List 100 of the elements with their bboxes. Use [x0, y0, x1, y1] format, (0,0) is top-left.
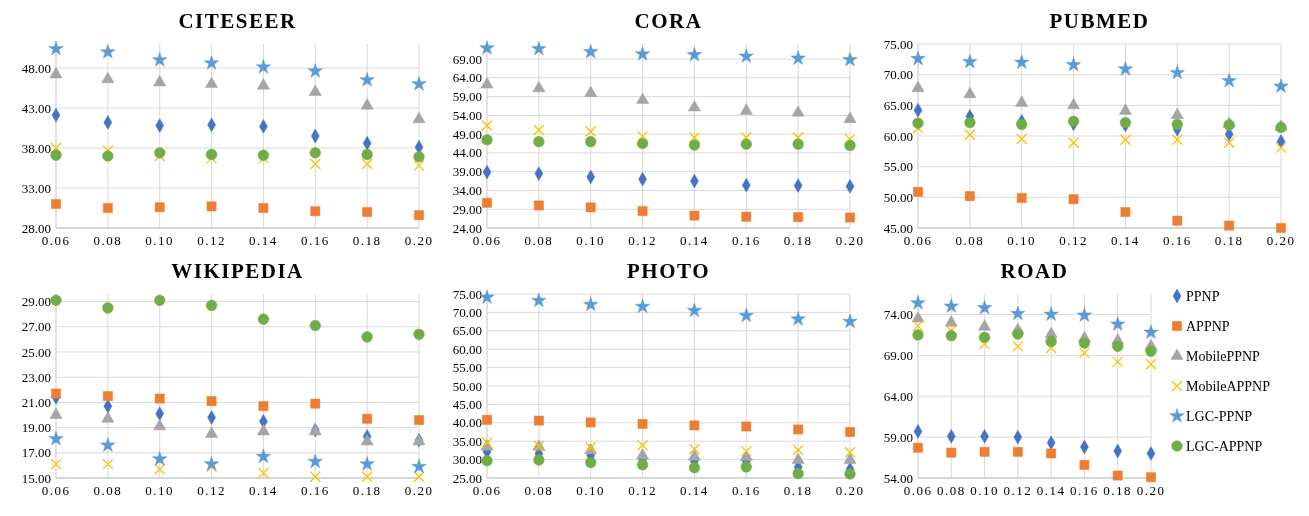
y-tick-label: 54.00 [883, 470, 913, 486]
y-tick-label: 43.00 [21, 100, 51, 116]
y-tick-label: 28.00 [21, 220, 51, 236]
x-tick-label: 0.08 [93, 483, 123, 498]
chart-title: CORA [634, 9, 703, 33]
x-tick-label: 0.06 [903, 483, 933, 498]
x-tick-label: 0.12 [1059, 233, 1088, 248]
x-tick-label: 0.06 [472, 483, 502, 498]
y-tick-label: 25.00 [21, 344, 51, 360]
y-tick-label: 65.00 [883, 97, 913, 113]
x-tick-label: 0.14 [249, 483, 278, 498]
x-tick-label: 0.16 [1162, 233, 1192, 248]
x-tick-label: 0.08 [936, 483, 966, 498]
y-tick-label: 40.00 [452, 415, 482, 431]
x-tick-label: 0.06 [41, 233, 71, 248]
x-tick-label: 0.14 [249, 233, 278, 248]
y-tick-label: 29.00 [21, 294, 51, 310]
x-tick-label: 0.10 [1007, 233, 1037, 248]
y-tick-label: 24.00 [452, 220, 482, 236]
x-tick-label: 0.06 [472, 233, 502, 248]
legend-label: APPNP [1186, 318, 1230, 334]
x-tick-label: 0.16 [731, 483, 761, 498]
x-tick-label: 0.10 [145, 233, 175, 248]
y-tick-label: 44.00 [452, 145, 482, 161]
y-tick-label: 55.00 [883, 159, 913, 175]
x-tick-label: 0.08 [93, 233, 123, 248]
legend-label: MobilePPNP [1186, 348, 1261, 364]
y-tick-label: 59.00 [452, 89, 482, 105]
y-tick-label: 69.00 [883, 347, 913, 363]
y-tick-label: 69.00 [452, 51, 482, 67]
x-tick-label: 0.12 [197, 483, 226, 498]
x-tick-label: 0.16 [300, 233, 330, 248]
y-tick-label: 17.00 [21, 445, 51, 461]
x-tick-label: 0.10 [576, 483, 606, 498]
x-tick-label: 0.20 [404, 483, 434, 498]
x-tick-label: 0.20 [1266, 233, 1296, 248]
y-tick-label: 64.00 [883, 388, 913, 404]
y-tick-label: 60.00 [452, 341, 482, 357]
y-tick-label: 34.00 [452, 183, 482, 198]
y-tick-label: 65.00 [452, 323, 482, 339]
chart-title: PHOTO [627, 259, 710, 283]
chart-title: CITESEER [178, 9, 297, 33]
x-tick-label: 0.20 [404, 233, 434, 248]
x-tick-label: 0.12 [1003, 483, 1033, 498]
x-tick-label: 0.16 [300, 483, 330, 498]
y-tick-label: 30.00 [452, 452, 482, 468]
y-tick-label: 50.00 [452, 378, 482, 394]
legend-label: LGC-PPNP [1186, 408, 1253, 424]
y-tick-label: 64.00 [452, 70, 482, 86]
x-tick-label: 0.18 [1103, 483, 1133, 498]
x-tick-label: 0.06 [903, 233, 933, 248]
x-tick-label: 0.18 [783, 233, 813, 248]
x-tick-label: 0.20 [1136, 483, 1166, 498]
x-tick-label: 0.12 [197, 233, 226, 248]
y-tick-label: 39.00 [452, 164, 482, 180]
y-tick-label: 45.00 [452, 396, 482, 412]
y-tick-label: 70.00 [883, 67, 913, 83]
x-tick-label: 0.12 [628, 233, 657, 248]
x-tick-label: 0.18 [352, 483, 382, 498]
x-tick-label: 0.14 [1036, 483, 1066, 498]
x-tick-label: 0.18 [783, 483, 813, 498]
y-tick-label: 75.00 [452, 286, 482, 302]
x-tick-label: 0.18 [352, 233, 382, 248]
legend-label: PPNP [1186, 288, 1220, 304]
x-tick-label: 0.12 [628, 483, 657, 498]
y-tick-label: 35.00 [452, 433, 482, 449]
x-tick-label: 0.14 [680, 233, 709, 248]
y-tick-label: 55.00 [452, 360, 482, 376]
x-tick-label: 0.16 [1070, 483, 1099, 498]
y-tick-label: 21.00 [21, 394, 51, 410]
y-tick-label: 59.00 [883, 429, 913, 445]
x-tick-label: 0.20 [835, 233, 865, 248]
chart-title: ROAD [1000, 259, 1069, 283]
y-tick-label: 60.00 [883, 128, 913, 144]
x-tick-label: 0.08 [524, 233, 554, 248]
x-tick-label: 0.14 [1111, 233, 1140, 248]
x-tick-label: 0.14 [680, 483, 709, 498]
y-tick-label: 19.00 [21, 420, 51, 436]
chart-title: PUBMED [1049, 9, 1150, 33]
y-tick-label: 49.00 [452, 126, 482, 142]
y-tick-label: 54.00 [452, 107, 482, 123]
x-tick-label: 0.10 [145, 483, 175, 498]
legend-label: MobileAPPNP [1186, 378, 1271, 394]
y-tick-label: 70.00 [452, 304, 482, 320]
legend-label: LGC-APPNP [1186, 438, 1263, 454]
y-tick-label: 25.00 [452, 470, 482, 486]
x-tick-label: 0.10 [970, 483, 999, 498]
y-tick-label: 45.00 [883, 220, 913, 236]
y-tick-label: 23.00 [21, 369, 51, 385]
y-tick-label: 29.00 [452, 201, 482, 217]
y-tick-label: 33.00 [21, 180, 51, 196]
y-tick-label: 27.00 [21, 319, 51, 335]
y-tick-label: 38.00 [21, 140, 51, 156]
y-tick-label: 75.00 [883, 36, 913, 52]
x-tick-label: 0.08 [524, 483, 554, 498]
x-tick-label: 0.10 [576, 233, 606, 248]
y-tick-label: 48.00 [21, 60, 51, 76]
y-tick-label: 74.00 [883, 306, 913, 322]
y-tick-label: 15.00 [21, 470, 51, 486]
x-tick-label: 0.20 [835, 483, 865, 498]
